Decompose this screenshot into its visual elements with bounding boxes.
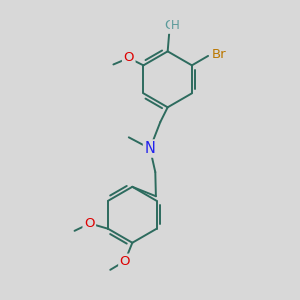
Text: N: N [145,141,155,156]
Text: H: H [171,19,180,32]
Text: O: O [124,51,134,64]
Text: O: O [164,19,174,32]
Text: O: O [84,217,94,230]
Text: O: O [120,255,130,268]
Text: Br: Br [212,48,226,61]
